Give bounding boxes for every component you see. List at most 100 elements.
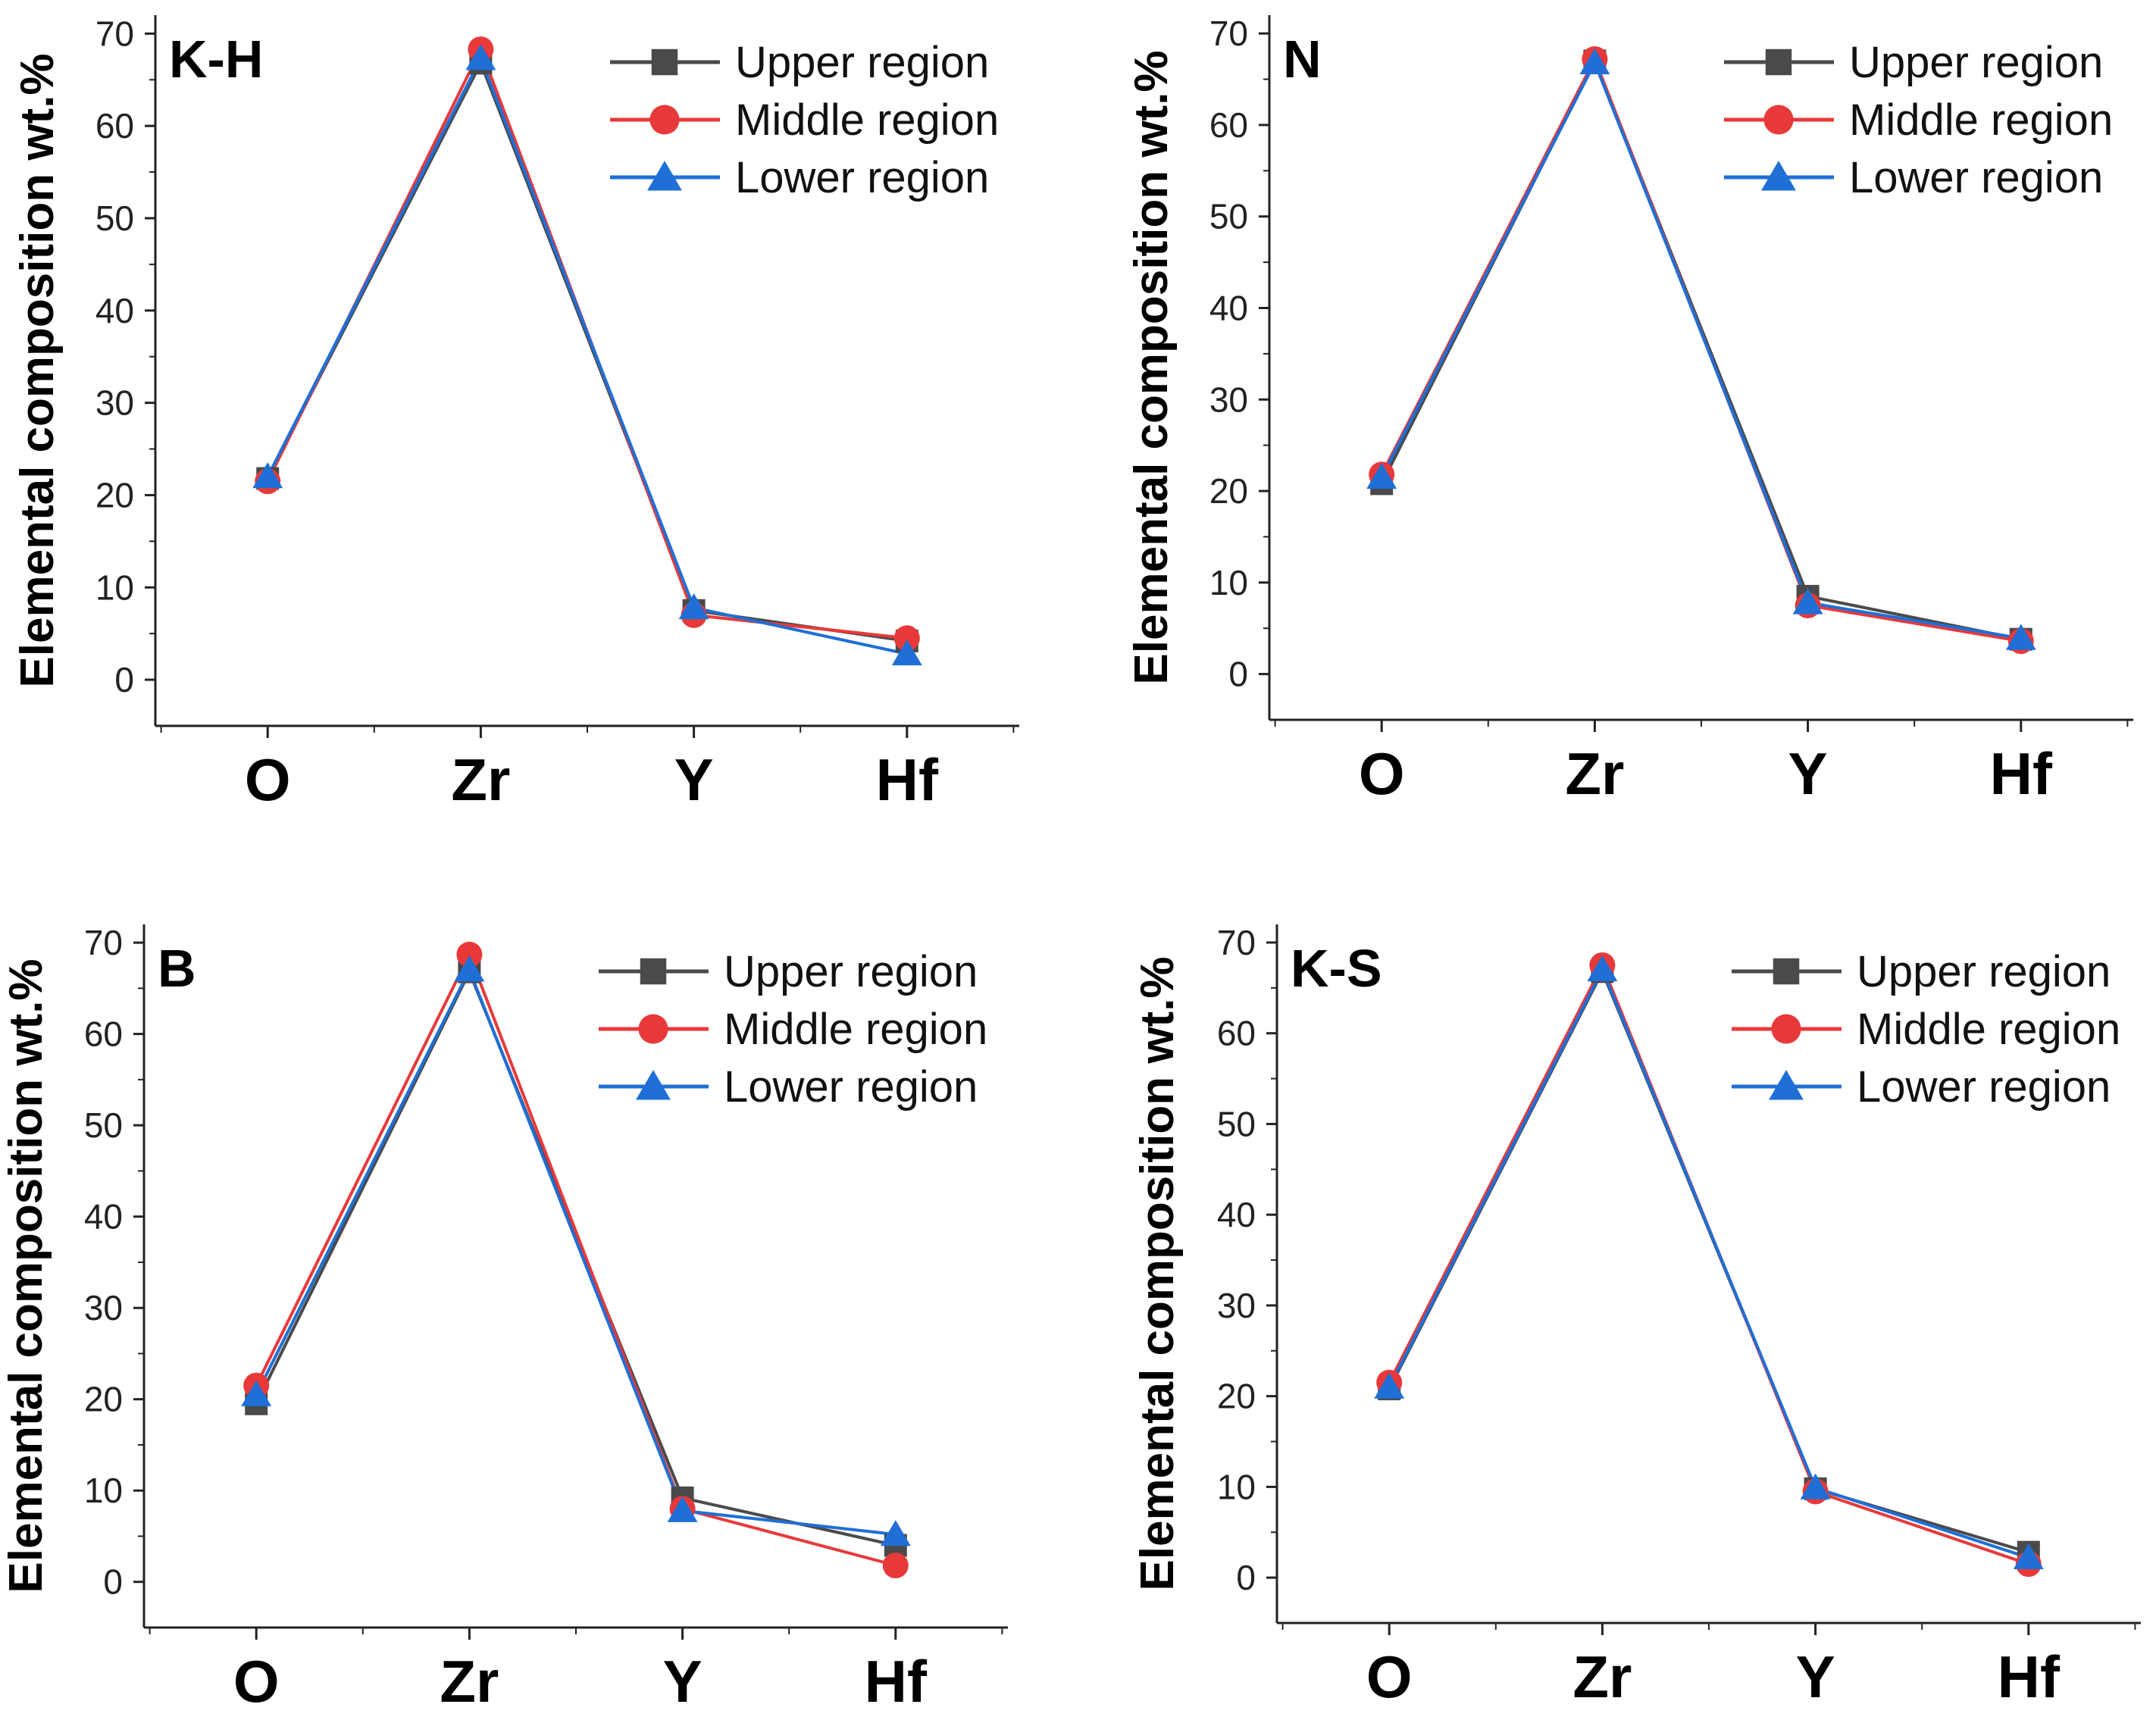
y-tick-label: 30 — [1217, 1286, 1256, 1325]
y-tick-label: 20 — [1209, 471, 1248, 511]
y-tick-label: 60 — [1209, 105, 1248, 145]
y-tick-label: 60 — [95, 106, 134, 145]
y-tick-label: 60 — [1217, 1014, 1256, 1053]
x-category-label: O — [233, 1648, 280, 1715]
legend-marker-triangle — [1769, 1070, 1804, 1100]
data-point-triangle — [465, 44, 496, 70]
chart-panel-0: 0 10 20 30 40 50 60 70 O Zr Y Hf Elemental compositi… — [11, 14, 1019, 813]
x-category-label: Y — [1788, 740, 1828, 807]
series-line-lower-region — [266, 57, 908, 655]
x-category-label: Zr — [1572, 1643, 1632, 1710]
y-axis-title: Elemental composition wt.% — [11, 53, 64, 687]
y-tick-label: 40 — [1217, 1195, 1256, 1234]
series-line-upper-region — [266, 61, 908, 643]
y-tick-label: 20 — [95, 475, 134, 514]
data-point-circle — [882, 1553, 909, 1579]
y-tick-label: 10 — [1209, 563, 1248, 602]
panel-label: K-S — [1291, 939, 1382, 998]
y-tick-label: 10 — [1217, 1467, 1256, 1506]
y-tick-label: 60 — [84, 1015, 123, 1054]
y-tick-label: 50 — [84, 1105, 123, 1145]
y-axis-title: Elemental composition wt.% — [1125, 50, 1178, 684]
data-point-triangle — [1792, 588, 1823, 614]
legend-entry-label: Upper region — [724, 947, 978, 996]
x-category-label: Hf — [865, 1648, 928, 1715]
y-tick-label: 20 — [1217, 1377, 1256, 1416]
legend-entry-label: Lower region — [724, 1062, 978, 1112]
x-category-label: Zr — [440, 1648, 499, 1715]
legend-entry-label: Middle region — [1849, 95, 2113, 145]
legend-entry-label: Middle region — [724, 1005, 987, 1054]
x-category-label: O — [1359, 740, 1405, 807]
x-category-label: Hf — [1990, 740, 2053, 807]
series-line-lower-region — [255, 968, 897, 1537]
y-tick-label: 30 — [84, 1288, 123, 1327]
panel-label: K-H — [169, 30, 263, 89]
data-point-triangle — [667, 1496, 698, 1522]
legend-entry-label: Lower region — [735, 153, 989, 202]
x-category-label: Y — [1796, 1643, 1835, 1710]
data-point-triangle — [1579, 48, 1610, 75]
data-point-triangle — [454, 955, 485, 982]
chart-panel-1: 0 10 20 30 40 50 60 70 O Zr Y Hf Elemental compositi… — [1125, 14, 2133, 807]
y-axis-title: Elemental composition wt.% — [1131, 956, 1184, 1590]
legend-entry-label: Lower region — [1849, 153, 2103, 202]
legend-marker-circle — [1763, 105, 1794, 135]
y-tick-label: 50 — [1209, 197, 1248, 236]
legend-entry-label: Upper region — [735, 38, 989, 87]
x-category-label: Y — [674, 746, 714, 813]
legend-marker-triangle — [636, 1070, 671, 1100]
data-point-triangle — [2005, 624, 2036, 650]
data-point-circle — [456, 941, 483, 968]
y-tick-label: 50 — [1217, 1104, 1256, 1143]
x-category-label: Hf — [1998, 1643, 2061, 1710]
x-category-label: O — [1366, 1643, 1413, 1710]
legend-marker-triangle — [647, 161, 682, 191]
data-point-triangle — [1800, 1473, 1831, 1499]
legend-entry-label: Upper region — [1857, 947, 2111, 996]
data-point-triangle — [2013, 1543, 2044, 1569]
series-line-lower-region — [1380, 61, 2022, 640]
y-tick-label: 40 — [84, 1197, 123, 1237]
data-point-triangle — [1366, 462, 1397, 489]
x-category-label: Y — [663, 1648, 702, 1715]
series-line-upper-region — [1380, 59, 2022, 641]
y-tick-label: 30 — [1209, 380, 1248, 419]
legend-marker-square — [651, 48, 678, 76]
y-tick-label: 70 — [84, 923, 123, 962]
data-point-triangle — [678, 593, 709, 620]
y-tick-label: 40 — [95, 291, 134, 330]
y-tick-label: 40 — [1209, 288, 1248, 327]
series-line-lower-region — [1388, 968, 2029, 1559]
y-tick-label: 70 — [1217, 923, 1256, 962]
y-tick-label: 0 — [1228, 655, 1248, 694]
y-tick-label: 0 — [114, 660, 134, 699]
x-category-label: Hf — [876, 746, 939, 813]
legend-marker-circle — [1771, 1014, 1801, 1044]
series-line-upper-region — [255, 970, 897, 1547]
data-point-triangle — [891, 639, 922, 666]
y-tick-label: 70 — [1209, 14, 1248, 53]
legend-marker-square — [1765, 48, 1792, 76]
data-point-triangle — [1587, 955, 1618, 982]
data-point-triangle — [1374, 1372, 1405, 1399]
legend-entry-label: Lower region — [1857, 1062, 2111, 1112]
panel-label: N — [1283, 30, 1322, 89]
x-category-label: O — [245, 746, 291, 813]
legend-marker-square — [640, 958, 667, 985]
legend-marker-circle — [638, 1014, 668, 1044]
data-point-circle — [893, 625, 920, 652]
panel-label: B — [158, 939, 196, 998]
series-line-middle-region — [1380, 58, 2022, 643]
y-axis-title: Elemental composition wt.% — [0, 958, 52, 1593]
legend-marker-circle — [649, 105, 680, 135]
x-category-label: Zr — [451, 746, 510, 813]
series-line-middle-region — [255, 952, 897, 1567]
x-category-label: Zr — [1565, 740, 1624, 807]
data-point-triangle — [252, 462, 283, 489]
legend-entry-label: Middle region — [1857, 1005, 2120, 1054]
y-tick-label: 70 — [95, 14, 134, 53]
y-tick-label: 10 — [95, 568, 134, 607]
chart-panel-2: 0 10 20 30 40 50 60 70 O Zr Y Hf Elemental compositi… — [0, 923, 1008, 1715]
